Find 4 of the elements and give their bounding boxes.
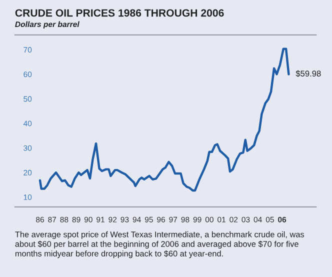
chart-title: CRUDE OIL PRICES 1986 THROUGH 2006 [15,9,224,17]
text: The average spot price of West Texas Intermediate, a benchmark crude oil, was about $60 per barrel at the beginning of 2006 and averaged above $70 for five months midyear before dropping back to $60 at year-end. [15,231,304,258]
line-series [38,48,290,192]
annotation: $59.98 [296,70,321,77]
